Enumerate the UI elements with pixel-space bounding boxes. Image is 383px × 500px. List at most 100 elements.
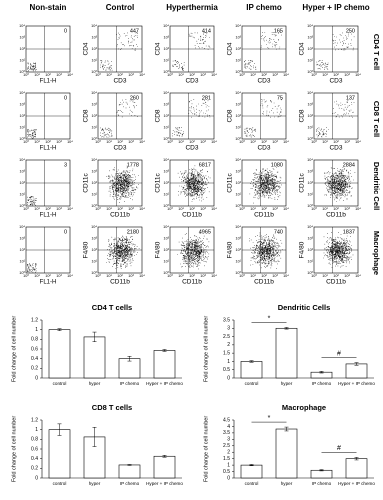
- y-tick-label: 10³: [236, 36, 242, 40]
- x-axis-label: FL1-H: [40, 146, 57, 152]
- x-tick-label: 10¹: [106, 274, 112, 278]
- event-count: 2180: [127, 229, 139, 235]
- y-tick-label: 1: [35, 327, 38, 333]
- x-tick-label: 10³: [200, 207, 206, 211]
- flow-events: [244, 32, 282, 70]
- error-bar: [249, 360, 254, 363]
- y-tick-label: 10⁴: [235, 158, 241, 162]
- bar: [345, 458, 368, 479]
- x-tick-label: 10²: [45, 140, 51, 144]
- y-tick-label: 10¹: [308, 59, 314, 63]
- event-count: 75: [277, 95, 283, 101]
- y-tick-label: 10⁰: [163, 70, 169, 74]
- x-tick-label: 10³: [272, 73, 278, 77]
- x-tick-label: 10⁴: [355, 207, 361, 211]
- y-tick-label: 10⁰: [19, 70, 25, 74]
- y-tick-label: 10⁰: [19, 204, 25, 208]
- x-tick-label: 10⁴: [211, 207, 217, 211]
- y-tick-label: 10¹: [236, 126, 242, 130]
- x-axis-label: CD11b: [110, 279, 130, 286]
- flow-events: [27, 263, 37, 273]
- y-tick-label: 10²: [164, 114, 170, 118]
- x-tick-label: 10²: [45, 207, 51, 211]
- x-tick-label: 10²: [333, 140, 339, 144]
- x-tick-label: 10²: [261, 274, 267, 278]
- x-tick-label: 10²: [333, 274, 339, 278]
- x-tick-label: 10²: [189, 73, 195, 77]
- flow-events: [249, 232, 283, 269]
- flow-events: [27, 62, 37, 72]
- y-tick-label: 10³: [92, 170, 98, 174]
- y-tick-label: 0.6: [31, 446, 38, 452]
- x-tick-label: hyper: [281, 481, 293, 486]
- y-tick-label: 10⁰: [307, 271, 313, 275]
- x-tick-label: 10³: [56, 140, 62, 144]
- x-tick-label: 10¹: [250, 140, 256, 144]
- y-tick-label: 10²: [236, 47, 242, 51]
- x-tick-label: 10⁰: [95, 73, 101, 77]
- y-tick-label: 3.5: [223, 430, 230, 436]
- error-bar: [127, 464, 132, 466]
- x-tick-label: control: [245, 481, 259, 486]
- y-tick-label: 10⁰: [19, 137, 25, 141]
- y-axis-label: CD8: [227, 109, 234, 122]
- y-tick-label: 10¹: [164, 126, 170, 130]
- y-tick-label: 10¹: [308, 126, 314, 130]
- y-tick-label: 10¹: [164, 59, 170, 63]
- x-axis-label: FL1-H: [40, 213, 57, 219]
- flow-events: [177, 165, 211, 202]
- y-tick-label: 10²: [92, 181, 98, 185]
- x-axis-label: CD11b: [182, 212, 202, 219]
- y-tick-label: 10³: [20, 237, 26, 241]
- y-tick-label: 10³: [164, 36, 170, 40]
- flow-events: [316, 32, 355, 70]
- y-tick-label: 10⁴: [235, 24, 241, 28]
- y-tick-label: 10⁴: [307, 91, 313, 95]
- y-tick-label: 0: [227, 375, 230, 381]
- y-tick-label: 10²: [20, 181, 26, 185]
- y-axis-label: CD11c: [155, 173, 162, 193]
- flow-events: [177, 233, 210, 270]
- y-tick-label: 10²: [164, 181, 170, 185]
- bar: [275, 428, 298, 479]
- y-axis-label: CD11c: [299, 173, 306, 193]
- y-tick-label: 10²: [308, 47, 314, 51]
- y-axis-label: CD4: [227, 42, 234, 55]
- event-count: 250: [346, 28, 355, 34]
- event-count: 165: [274, 28, 283, 34]
- y-tick-label: 10³: [92, 36, 98, 40]
- flow-events: [100, 32, 138, 71]
- error-bar: [162, 349, 167, 352]
- column-header: Non-stain: [30, 3, 67, 12]
- y-tick-label: 10²: [308, 248, 314, 252]
- y-axis-label: CD11c: [83, 173, 90, 193]
- x-tick-label: 10³: [200, 73, 206, 77]
- error-bar: [127, 356, 132, 362]
- x-tick-label: 10²: [45, 73, 51, 77]
- x-tick-label: 10¹: [178, 207, 184, 211]
- x-tick-label: 10⁰: [239, 207, 245, 211]
- x-tick-label: 10⁰: [311, 140, 317, 144]
- x-tick-label: IP chemo: [312, 481, 332, 486]
- x-tick-label: control: [53, 481, 67, 486]
- significance-mark: #: [337, 350, 341, 357]
- x-tick-label: 10¹: [250, 274, 256, 278]
- column-header: Control: [106, 3, 134, 12]
- y-axis-label: F4/80: [83, 241, 90, 258]
- y-tick-label: 10²: [308, 114, 314, 118]
- y-tick-label: 0: [227, 475, 230, 481]
- y-tick-label: 3: [227, 326, 230, 332]
- x-tick-label: 10¹: [250, 207, 256, 211]
- error-bar: [57, 328, 62, 331]
- y-tick-label: 10³: [20, 36, 26, 40]
- y-tick-label: 10³: [164, 170, 170, 174]
- y-tick-label: 10⁴: [163, 91, 169, 95]
- x-tick-label: 10²: [117, 207, 123, 211]
- y-tick-label: 10⁴: [163, 225, 169, 229]
- y-tick-label: 10¹: [92, 59, 98, 63]
- x-tick-label: 10¹: [178, 140, 184, 144]
- x-axis-label: CD3: [185, 145, 198, 152]
- x-tick-label: 10⁰: [311, 274, 317, 278]
- x-tick-label: 10⁰: [23, 73, 29, 77]
